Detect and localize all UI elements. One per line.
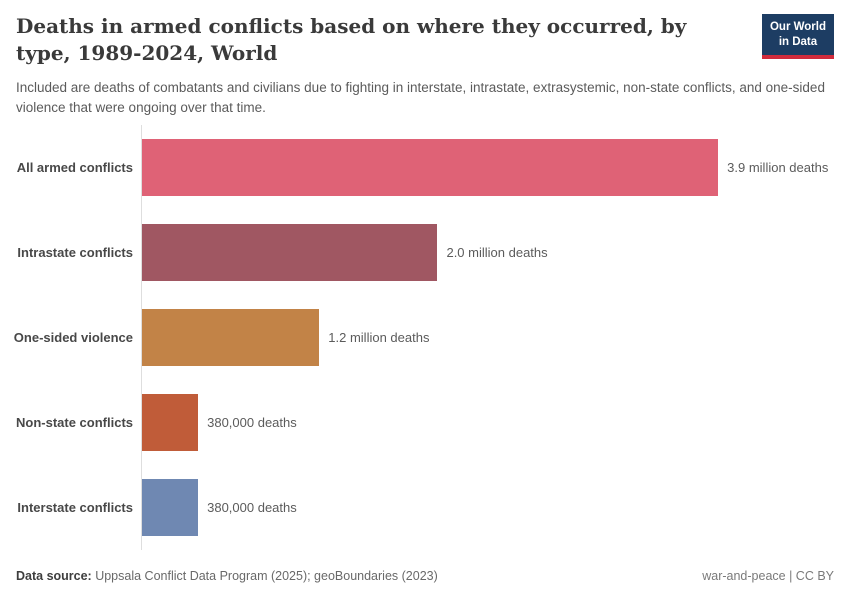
footer: Data source: Uppsala Conflict Data Progr…	[16, 569, 834, 583]
y-axis-line: 380,000 deaths	[141, 464, 834, 550]
bar[interactable]	[142, 393, 199, 451]
y-axis-line: 2.0 million deaths	[141, 209, 834, 295]
value-label: 380,000 deaths	[207, 499, 297, 515]
credit-link[interactable]: war-and-peace | CC BY	[702, 568, 834, 583]
bar[interactable]	[142, 138, 719, 196]
owid-logo-line1: Our World	[769, 21, 826, 33]
chart-row: Interstate conflicts 380,000 deaths	[16, 464, 834, 550]
y-axis-line: 1.2 million deaths	[141, 294, 834, 380]
chart-page: Deaths in armed conflicts based on where…	[13, 0, 834, 583]
chart-row: One-sided violence 1.2 million deaths	[13, 294, 834, 380]
bar-chart: All armed conflicts 3.9 million deaths I…	[13, 124, 834, 550]
data-source: Data source: Uppsala Conflict Data Progr…	[16, 569, 438, 583]
category-label: Non-state conflicts	[15, 414, 133, 430]
chart-row: All armed conflicts 3.9 million deaths	[16, 124, 834, 210]
value-label: 2.0 million deaths	[446, 244, 548, 260]
y-axis-line: 380,000 deaths	[141, 379, 834, 465]
chart-row: Non-state conflicts 380,000 deaths	[15, 379, 834, 465]
owid-logo-line2: in Data	[778, 35, 818, 48]
bar[interactable]	[142, 308, 320, 366]
value-label: 3.9 million deaths	[727, 159, 829, 175]
bar[interactable]	[142, 478, 199, 536]
category-label: All armed conflicts	[16, 159, 133, 175]
category-label: One-sided violence	[13, 329, 133, 345]
value-label: 380,000 deaths	[207, 414, 297, 430]
data-source-label: Data source:	[16, 568, 92, 583]
chart-title: Deaths in armed conflicts based on where…	[16, 14, 687, 66]
bar[interactable]	[142, 223, 438, 281]
data-source-text: Uppsala Conflict Data Program (2025); ge…	[91, 568, 438, 583]
value-label: 1.2 million deaths	[328, 329, 430, 345]
category-label: Interstate conflicts	[17, 499, 133, 515]
y-axis-line: 3.9 million deaths	[141, 124, 834, 210]
category-label: Intrastate conflicts	[17, 244, 133, 260]
header-text: Deaths in armed conflicts based on where…	[16, 13, 716, 67]
chart-subtitle: Included are deaths of combatants and ci…	[16, 80, 825, 115]
chart-row: Intrastate conflicts 2.0 million deaths	[16, 209, 834, 295]
header: Deaths in armed conflicts based on where…	[16, 0, 834, 67]
owid-logo[interactable]: Our World in Data	[761, 14, 834, 59]
